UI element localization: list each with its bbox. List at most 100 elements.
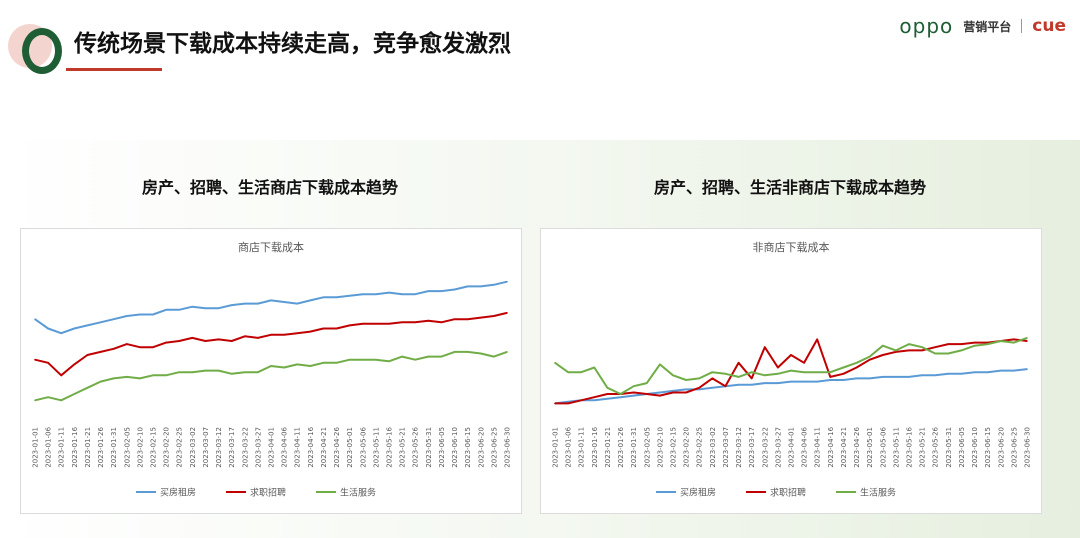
x-tick-label: 2023-02-05: [123, 427, 131, 468]
data-point: [480, 316, 482, 319]
data-point: [1000, 369, 1002, 372]
data-point: [204, 307, 207, 309]
data-point: [580, 399, 582, 402]
data-point: [414, 293, 417, 295]
data-point: [737, 362, 740, 364]
data-point: [230, 340, 233, 342]
data-point: [921, 374, 923, 377]
data-point: [466, 351, 469, 353]
data-point: [764, 374, 766, 377]
x-tick-label: 2023-03-12: [215, 427, 223, 468]
x-tick-label: 2023-05-26: [932, 426, 940, 467]
x-tick-label: 2023-01-06: [45, 426, 53, 467]
data-point: [1013, 338, 1015, 341]
data-point: [606, 387, 609, 389]
data-point: [283, 366, 285, 369]
data-point: [112, 318, 115, 320]
data-point: [829, 379, 832, 381]
data-point: [348, 295, 351, 297]
data-point: [139, 377, 141, 380]
x-tick-label: 2023-01-16: [591, 426, 599, 467]
data-point: [283, 301, 285, 303]
data-point: [388, 323, 390, 325]
data-point: [453, 351, 456, 353]
data-point: [270, 365, 272, 367]
data-point: [165, 341, 167, 344]
series-line-0: [34, 280, 508, 335]
x-tick-label: 2023-01-21: [84, 427, 92, 468]
data-point: [842, 373, 845, 375]
x-tick-label: 2023-02-25: [696, 427, 704, 468]
data-point: [126, 315, 128, 317]
x-tick-label: 2023-03-17: [228, 427, 236, 468]
data-point: [947, 352, 950, 355]
data-point: [60, 332, 62, 334]
data-point: [986, 343, 989, 345]
data-point: [217, 338, 220, 341]
data-point: [388, 360, 390, 363]
right-section-heading: 房产、招聘、生活非商店下载成本趋势: [653, 178, 926, 197]
data-point: [619, 393, 622, 395]
data-point: [672, 390, 674, 392]
data-point: [973, 371, 976, 373]
data-point: [86, 354, 89, 356]
data-point: [270, 334, 272, 336]
data-point: [453, 288, 456, 291]
x-tick-label: 2023-04-01: [268, 427, 276, 468]
data-point: [453, 318, 456, 320]
data-point: [685, 391, 687, 394]
x-tick-label: 2023-04-16: [827, 426, 835, 467]
x-tick-label: 2023-04-11: [294, 427, 302, 468]
data-point: [506, 280, 508, 283]
data-point: [672, 374, 674, 377]
data-point: [414, 321, 417, 324]
data-point: [1013, 341, 1015, 344]
data-point: [440, 321, 443, 324]
data-point: [73, 393, 76, 395]
x-tick-label: 2023-05-06: [359, 426, 367, 467]
data-point: [112, 377, 115, 380]
x-tick-label: 2023-04-21: [840, 427, 848, 468]
data-point: [99, 351, 102, 353]
x-tick-label: 2023-06-15: [984, 427, 992, 468]
data-point: [296, 332, 299, 334]
data-point: [1000, 340, 1002, 342]
data-point: [257, 337, 259, 339]
data-point: [362, 293, 364, 295]
data-point: [895, 351, 897, 353]
data-point: [711, 377, 714, 380]
x-tick-label: 2023-03-07: [722, 427, 730, 468]
data-point: [803, 371, 805, 373]
data-point: [112, 348, 115, 350]
x-tick-label: 2023-05-16: [906, 426, 914, 467]
x-tick-label: 2023-02-20: [163, 427, 171, 468]
x-tick-label: 2023-05-16: [386, 426, 394, 467]
data-point: [427, 355, 430, 358]
data-point: [947, 373, 950, 375]
data-point: [764, 346, 766, 348]
brand-bar: oppo 营销平台 cue: [899, 14, 1066, 38]
x-tick-label: 2023-04-06: [801, 426, 809, 467]
data-point: [126, 376, 128, 378]
data-point: [401, 355, 403, 358]
data-point: [73, 327, 76, 330]
data-point: [309, 365, 312, 367]
x-tick-label: 2023-06-30: [504, 427, 512, 468]
x-tick-label: 2023-01-11: [578, 427, 586, 468]
x-tick-label: 2023-02-10: [656, 427, 664, 468]
data-point: [698, 387, 700, 389]
data-point: [99, 380, 102, 383]
data-point: [1026, 337, 1028, 339]
x-tick-label: 2023-02-15: [670, 427, 678, 468]
title-underline: [66, 68, 162, 71]
data-point: [244, 371, 246, 373]
data-point: [217, 369, 220, 372]
data-point: [466, 318, 469, 320]
x-tick-label: 2023-02-15: [150, 427, 158, 468]
data-point: [34, 318, 36, 320]
data-point: [99, 321, 102, 324]
x-tick-label: 2023-03-17: [748, 427, 756, 468]
data-point: [619, 396, 622, 398]
data-point: [685, 379, 687, 381]
data-point: [217, 307, 220, 309]
